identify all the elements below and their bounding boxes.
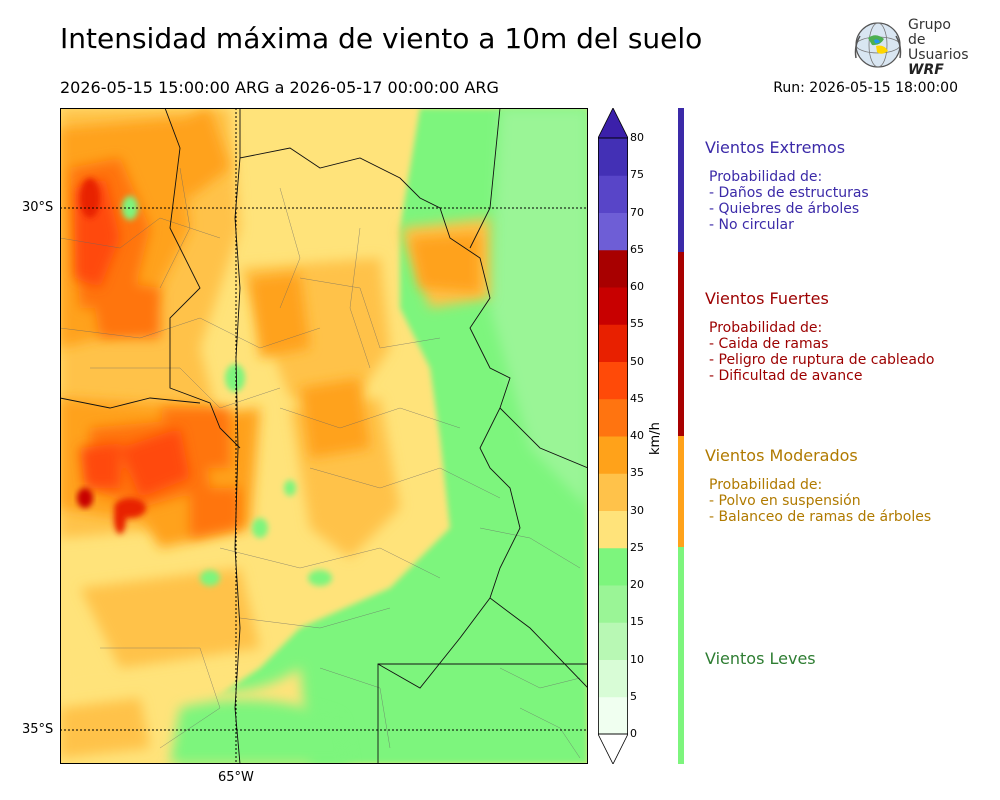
- colorbar-segment: [598, 249, 628, 288]
- category-line: - Caida de ramas: [709, 336, 829, 352]
- category-line: Probabilidad de:: [709, 320, 823, 336]
- category-line: Probabilidad de:: [709, 169, 823, 185]
- colorbar-segment: [598, 622, 628, 660]
- logo-line-3: WRF: [908, 62, 944, 78]
- strong-category-bar: [678, 252, 684, 436]
- colorbar-tick-label: 55: [630, 317, 644, 331]
- colorbar-tick-label: 15: [630, 615, 644, 629]
- category-moderate: Vientos Moderados Probabilidad de: - Pol…: [705, 446, 995, 525]
- colorbar-segment: [598, 696, 628, 735]
- department-boundaries: [60, 167, 581, 759]
- colorbar-segment: [598, 361, 628, 400]
- colorbar-segment: [598, 436, 628, 474]
- colorbar-segment: [598, 510, 628, 549]
- colorbar-tick-label: 30: [630, 503, 644, 517]
- category-description: Probabilidad de: - Polvo en suspensión -…: [705, 477, 995, 525]
- category-title: Vientos Fuertes: [705, 289, 829, 308]
- colorbar-tick-label: 5: [630, 689, 637, 703]
- light-category-bar: [678, 547, 684, 764]
- run-time: Run: 2026-05-15 18:00:00: [773, 80, 958, 96]
- category-line: Probabilidad de:: [709, 477, 823, 493]
- colorbar-tick-label: 45: [630, 391, 644, 405]
- colorbar-segment: [598, 287, 628, 325]
- logo-line-1: Grupo de: [908, 17, 951, 48]
- colorbar-unit: km/h: [648, 422, 663, 455]
- category-title: Vientos Leves: [705, 649, 816, 668]
- province-boundaries: [60, 108, 588, 764]
- colorbar-tick-label: 0: [630, 727, 637, 740]
- colorbar-segment: [598, 585, 628, 623]
- colorbar-tick-label: 50: [630, 354, 644, 368]
- colorbar-tick-label: 40: [630, 429, 644, 442]
- colorbar-tick-label: 75: [630, 168, 644, 182]
- colorbar-tick-label: 70: [630, 205, 644, 219]
- colorbar-tick-label: 80: [630, 131, 644, 144]
- graticule: [60, 108, 588, 764]
- colorbar-frame: [598, 137, 628, 735]
- wind-map: [60, 108, 588, 764]
- colorbar-extend-top: [598, 108, 628, 139]
- colorbar-segment: [598, 547, 628, 586]
- colorbar-tick-label: 10: [630, 652, 644, 666]
- category-title: Vientos Extremos: [705, 138, 846, 157]
- map-frame: [60, 108, 588, 764]
- category-line: - No circular: [709, 217, 794, 233]
- logo-line-2: Usuarios: [908, 47, 969, 63]
- lon-label-65w: 65°W: [218, 770, 254, 785]
- colorbar-tick-label: 60: [630, 280, 644, 293]
- moderate-category-bar: [678, 436, 684, 547]
- category-description: Probabilidad de: - Caida de ramas - Peli…: [705, 320, 995, 384]
- colorbar-tick-label: 20: [630, 578, 644, 591]
- colorbar-segment: [598, 398, 628, 437]
- lat-label-30s: 30°S: [22, 200, 54, 215]
- colorbar-extend-bottom: [598, 733, 628, 764]
- colorbar-tick-label: 25: [630, 540, 644, 554]
- colorbar-tick-label: 35: [630, 466, 644, 480]
- extreme-category-bar: [678, 108, 684, 252]
- category-line: - Quiebres de árboles: [709, 201, 860, 217]
- colorbar-segment: [598, 659, 628, 698]
- category-title: Vientos Moderados: [705, 446, 858, 465]
- logo-text: Grupo de Usuarios WRF: [908, 18, 970, 78]
- category-strong: Vientos Fuertes Probabilidad de: - Caida…: [705, 289, 995, 384]
- colorbar: [598, 108, 628, 764]
- lat-label-35s: 35°S: [22, 722, 54, 737]
- category-light: Vientos Leves: [705, 649, 995, 668]
- colorbar-segment: [598, 138, 628, 176]
- category-line: - Dificultad de avance: [709, 368, 863, 384]
- category-line: - Peligro de ruptura de cableado: [709, 352, 935, 368]
- category-extreme: Vientos Extremos Probabilidad de: - Daño…: [705, 138, 995, 233]
- category-line: - Balanceo de ramas de árboles: [709, 509, 932, 525]
- category-line: - Daños de estructuras: [709, 185, 869, 201]
- colorbar-segment: [598, 175, 628, 213]
- forecast-period: 2026-05-15 15:00:00 ARG a 2026-05-17 00:…: [60, 78, 499, 97]
- colorbar-segment: [598, 212, 628, 251]
- colorbar-segment: [598, 324, 628, 362]
- category-line: - Polvo en suspensión: [709, 493, 861, 509]
- globe-icon: [854, 22, 902, 68]
- page-title: Intensidad máxima de viento a 10m del su…: [60, 22, 703, 55]
- colorbar-segment: [598, 473, 628, 511]
- wrf-logo: Grupo de Usuarios WRF: [850, 18, 970, 78]
- colorbar-tick-label: 65: [630, 242, 644, 256]
- category-description: Probabilidad de: - Daños de estructuras …: [705, 169, 995, 233]
